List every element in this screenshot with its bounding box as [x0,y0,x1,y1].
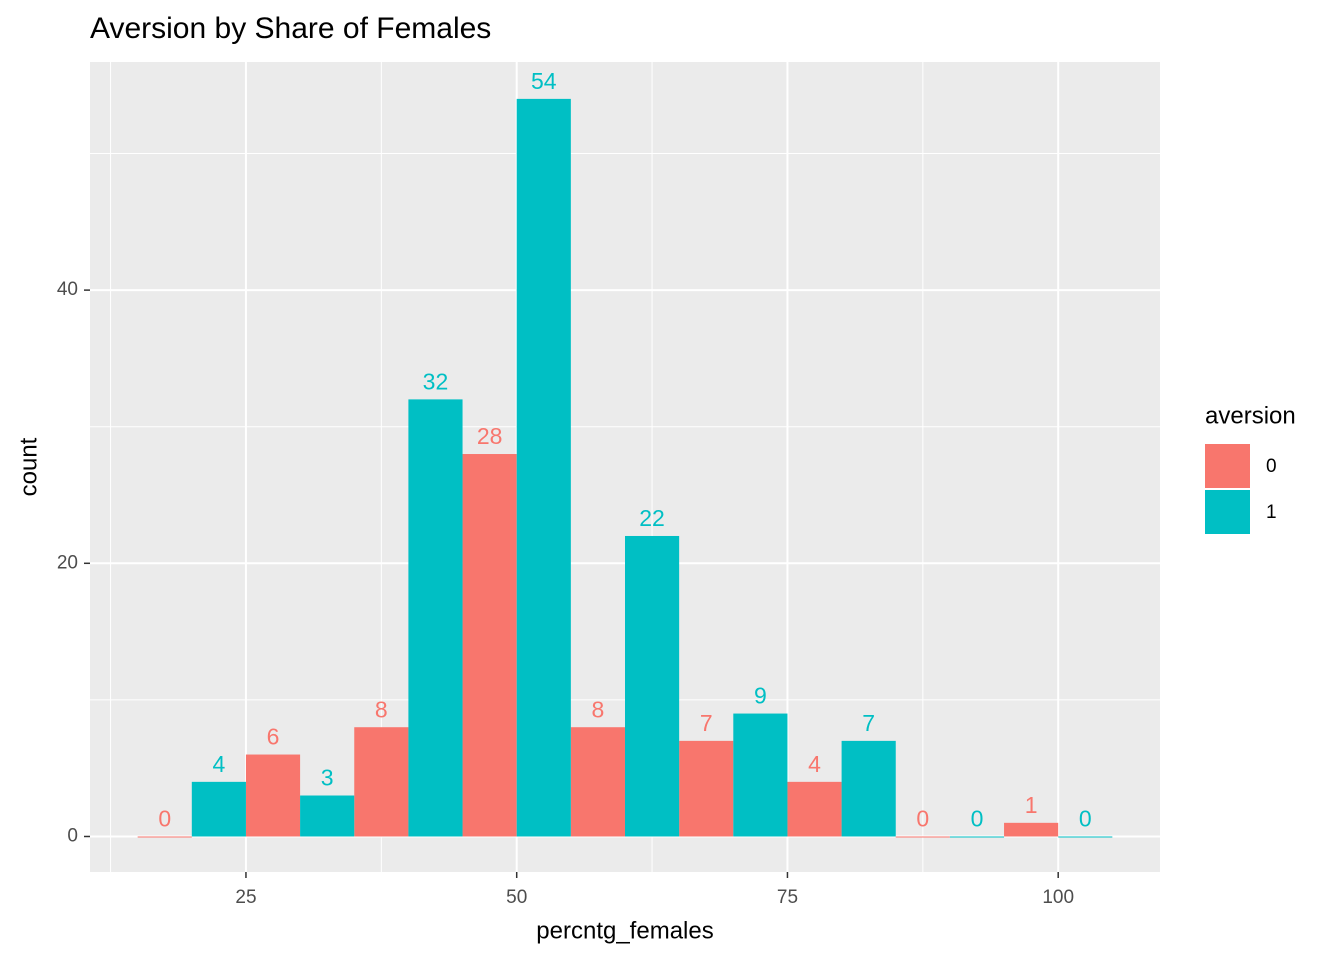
legend-label: 1 [1266,502,1277,523]
bar [245,754,301,837]
x-axis-title: percntg_females [536,917,713,944]
bar [841,740,896,837]
bar [354,727,409,837]
bar [949,836,1005,838]
data-label: 0 [916,806,929,832]
bar [137,836,192,838]
data-label: 7 [700,710,713,736]
bar [733,713,788,837]
data-label: 3 [321,765,334,791]
legend-key [1205,444,1250,488]
data-label: 32 [423,368,449,394]
bar [462,454,517,837]
bar [787,781,842,837]
data-label: 4 [212,751,225,777]
data-label: 0 [158,806,171,832]
data-label: 8 [592,696,605,722]
bar [300,795,355,837]
legend-label: 0 [1266,456,1277,477]
chart-title: Aversion by Share of Females [90,12,491,45]
data-label: 22 [639,505,665,531]
data-label: 9 [754,683,767,709]
data-label: 7 [862,710,875,736]
data-label: 54 [531,68,557,94]
x-tick-label: 100 [1042,887,1074,908]
bar [570,727,625,837]
y-tick-label: 40 [57,279,78,300]
bar [516,98,571,837]
bar [191,781,246,837]
bar [408,399,463,837]
bar [1004,822,1059,837]
x-tick-label: 50 [506,887,527,908]
y-tick-label: 0 [67,826,78,847]
data-label: 8 [375,696,388,722]
legend-title: aversion [1205,402,1296,429]
data-label: 0 [1079,806,1092,832]
bar [1058,836,1113,838]
data-label: 0 [971,806,984,832]
y-axis-title: count [15,437,42,496]
data-label: 4 [808,751,821,777]
data-label: 1 [1025,792,1038,818]
data-label: 28 [477,423,503,449]
data-label: 6 [267,724,280,750]
x-tick-label: 75 [777,887,798,908]
legend-key [1205,490,1250,534]
bar [625,535,680,837]
bar [679,740,734,837]
bar [895,836,950,838]
x-tick-label: 25 [235,887,256,908]
y-tick-label: 20 [57,552,78,573]
